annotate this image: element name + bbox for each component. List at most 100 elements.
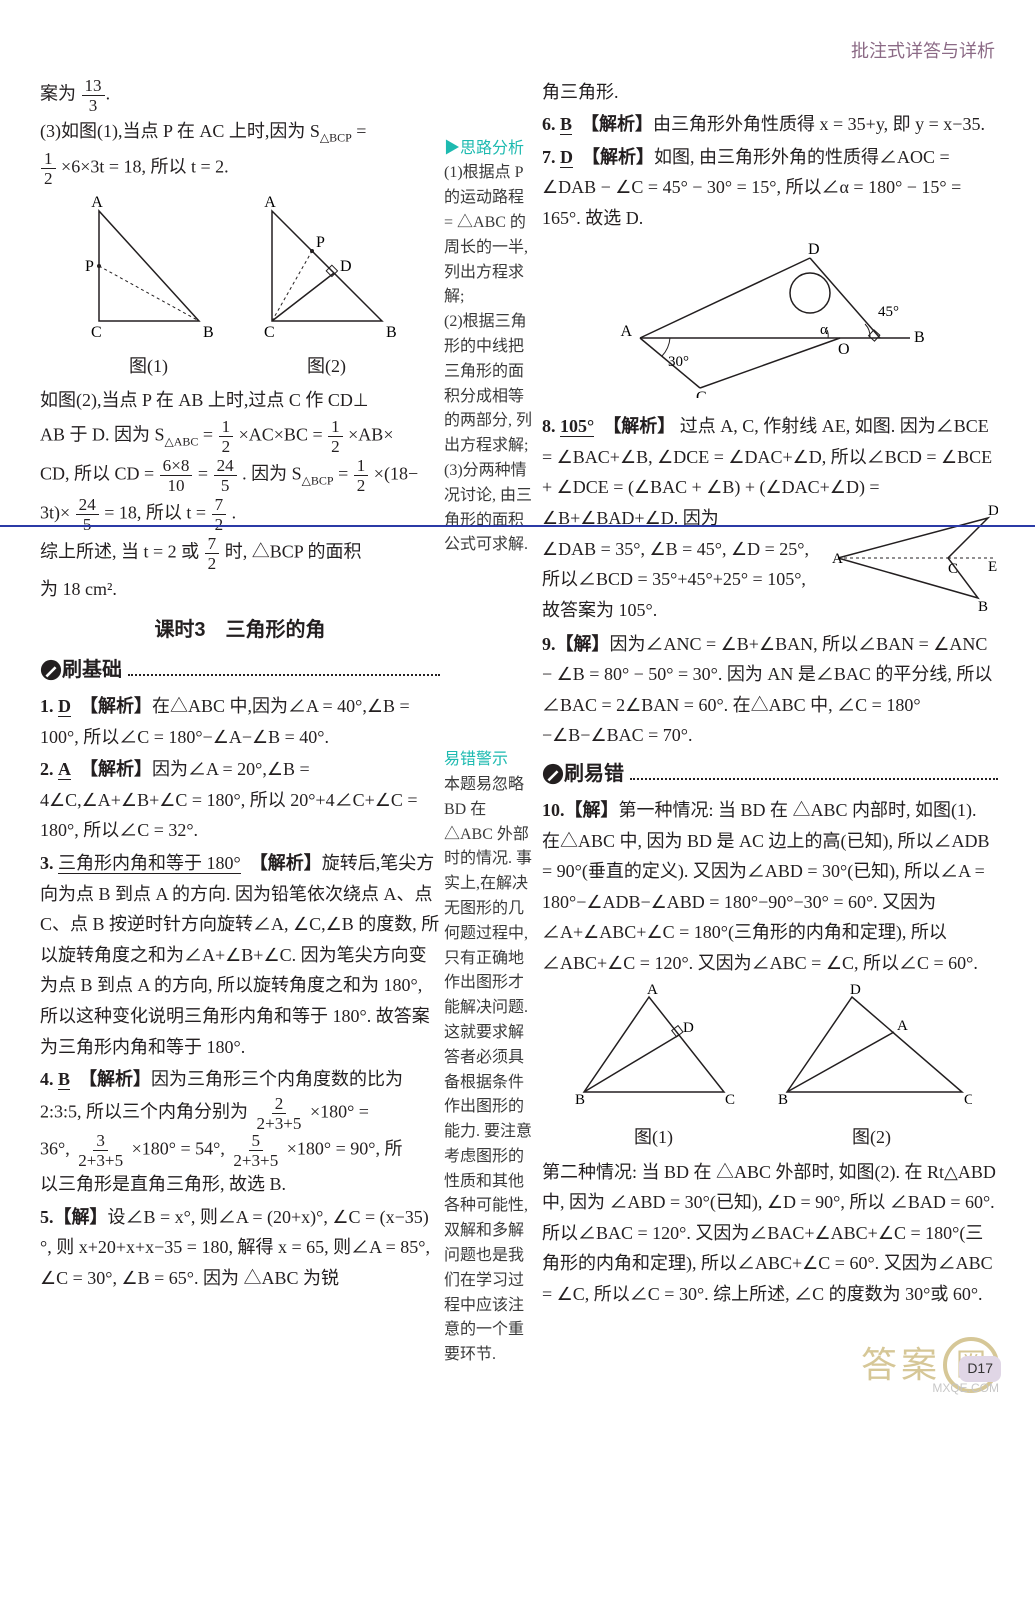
q-num: 3. (40, 853, 54, 873)
svg-text:E: E (988, 559, 997, 575)
text: = (338, 464, 353, 484)
svg-text:A: A (647, 982, 658, 998)
q8: 8. 105° 【解析】 过点 A, C, 作射线 AE, 如图. 因为∠BCE… (542, 411, 998, 626)
frac: 22+3+5 (254, 1095, 305, 1132)
badge-basic: 刷基础 (40, 653, 440, 687)
text: = 18, 所以 t = (104, 503, 210, 523)
header-right-text: 批注式详答与详析 (40, 36, 995, 67)
left-p8: 为 18 cm². (40, 574, 440, 605)
q-tag: 【解析】 (612, 416, 675, 436)
text: 时, △BCP 的面积 (225, 542, 362, 562)
left-p2: 12 ×6×3t = 18, 所以 t = 2. (40, 150, 440, 187)
q-tag: 【解】 (565, 800, 619, 820)
q-tag: 【解析】 (88, 1069, 151, 1089)
svg-text:30°: 30° (668, 354, 689, 370)
frac: 32+3+5 (75, 1132, 126, 1169)
q-tag: 【解析】 (89, 759, 152, 779)
text: . (232, 503, 237, 523)
q10-figs: A B C D 图(1) D A B C (542, 982, 998, 1152)
svg-text:B: B (914, 329, 925, 346)
left-p6: 3t)× 245 = 18, 所以 t = 72 . (40, 496, 440, 533)
q8-fig: A B C D E (828, 503, 998, 623)
text: 36°, (40, 1139, 74, 1159)
text: ×180° = 90°, 所 (287, 1139, 403, 1159)
frac: 245 (76, 496, 99, 533)
q-ans: A (58, 759, 71, 780)
svg-text:D: D (808, 241, 820, 258)
fig-label: 图(1) (569, 1122, 739, 1153)
text: ×AC×BC = (239, 424, 327, 444)
q10: 10.【解】第一种情况: 当 BD 在 △ABC 内部时, 如图(1). 在△A… (542, 795, 998, 979)
fig-label: 图(2) (772, 1122, 972, 1153)
svg-text:B: B (778, 1092, 788, 1108)
svg-text:D: D (340, 258, 352, 275)
q-num: 7. (542, 147, 556, 167)
q5: 5.【解】设∠B = x°, 则∠A = (20+x)°, ∠C = (x−35… (40, 1202, 440, 1294)
q-tag: 【解】 (556, 634, 610, 654)
frac: 12 (328, 418, 343, 455)
right-p0: 角三角形. (542, 77, 998, 108)
page-number: D17 (959, 1356, 1001, 1382)
q-ans: B (560, 114, 572, 135)
svg-text:P: P (316, 234, 325, 251)
frac: 12 (219, 418, 234, 455)
fig2: A P D C B 图(2) (252, 191, 402, 381)
right-column: 角三角形. 6. B 【解析】 由三角形外角性质得 x = 35+y, 即 y =… (538, 75, 998, 1368)
left-p1: (3)如图(1),当点 P 在 AC 上时,因为 S△BCP = (40, 116, 440, 148)
frac: 133 (82, 77, 105, 114)
sub: △BCP (302, 473, 334, 487)
frac: 72 (212, 496, 227, 533)
q7: 7. D 【解析】如图, 由三角形外角的性质得∠AOC = ∠DAB − ∠C … (542, 142, 998, 234)
q-body: 第一种情况: 当 BD 在 △ABC 内部时, 如图(1). 在△ABC 中, … (542, 800, 990, 973)
sub: △BCP (320, 130, 352, 144)
mid-t4: 本题易忽略 BD 在 △ABC 外部时的情况. 事实上,在解决无图形的几何题过程… (444, 773, 534, 1368)
text: 案为 (40, 83, 76, 103)
frac: 12 (41, 150, 56, 187)
svg-text:A: A (897, 1018, 908, 1034)
q-num: 9. (542, 634, 556, 654)
q-num: 5. (40, 1207, 54, 1227)
svg-text:D: D (850, 982, 861, 998)
q-num: 6. (542, 114, 556, 134)
fig2-label: 图(2) (252, 351, 402, 382)
fig1-label: 图(1) (79, 351, 219, 382)
frac: 12 (354, 457, 369, 494)
badge-easy: 刷易错 (542, 757, 998, 791)
q-ans: D (560, 147, 573, 168)
pencil-icon (40, 659, 62, 681)
svg-text:B: B (978, 599, 988, 613)
text: = (352, 121, 367, 141)
svg-text:A: A (832, 551, 843, 567)
mid-t1: (1)根据点 P 的运动路程 = △ABC 的周长的一半, 列出方程求解; (444, 161, 534, 310)
dots (128, 674, 440, 676)
q3: 3. 三角形内角和等于 180° 【解析】旋转后,笔尖方向为点 B 到点 A 的… (40, 848, 440, 1062)
mid-head1: ▶思路分析 (444, 137, 534, 162)
text: . 因为 S (242, 464, 302, 484)
blue-rule (0, 525, 1035, 527)
svg-text:A: A (620, 323, 632, 340)
svg-text:C: C (264, 324, 275, 341)
text: 综上所述, 当 t = 2 或 (40, 542, 204, 562)
text: 3t)× (40, 503, 70, 523)
svg-text:C: C (964, 1092, 972, 1108)
q-ans: D (58, 696, 71, 717)
text: CD, 所以 CD = (40, 464, 159, 484)
svg-text:B: B (575, 1092, 585, 1108)
svg-text:B: B (203, 324, 214, 341)
q-num: 10. (542, 800, 565, 820)
text: ×(18− (374, 464, 418, 484)
q-tag: 【解析】 (591, 147, 654, 167)
svg-text:P: P (85, 258, 94, 275)
svg-text:C: C (725, 1092, 735, 1108)
badge-label: 刷易错 (564, 757, 624, 791)
q1: 1. D 【解析】在△ABC 中,因为∠A = 40°,∠B = 100°, 所… (40, 691, 440, 752)
text: ×180° = 54°, (132, 1139, 230, 1159)
q10-fig2: D A B C 图(2) (772, 982, 972, 1152)
svg-text:C: C (948, 561, 958, 577)
q10-fig1: A B C D 图(1) (569, 982, 739, 1152)
q-body: 由三角形外角性质得 x = 35+y, 即 y = x−35. (653, 114, 985, 134)
frac: 6×810 (160, 457, 193, 494)
text: = (198, 464, 213, 484)
q-body: 因为∠ANC = ∠B+∠BAN, 所以∠BAN = ∠ANC − ∠B = 8… (542, 634, 992, 746)
watermark-text: 答案 (861, 1335, 941, 1396)
